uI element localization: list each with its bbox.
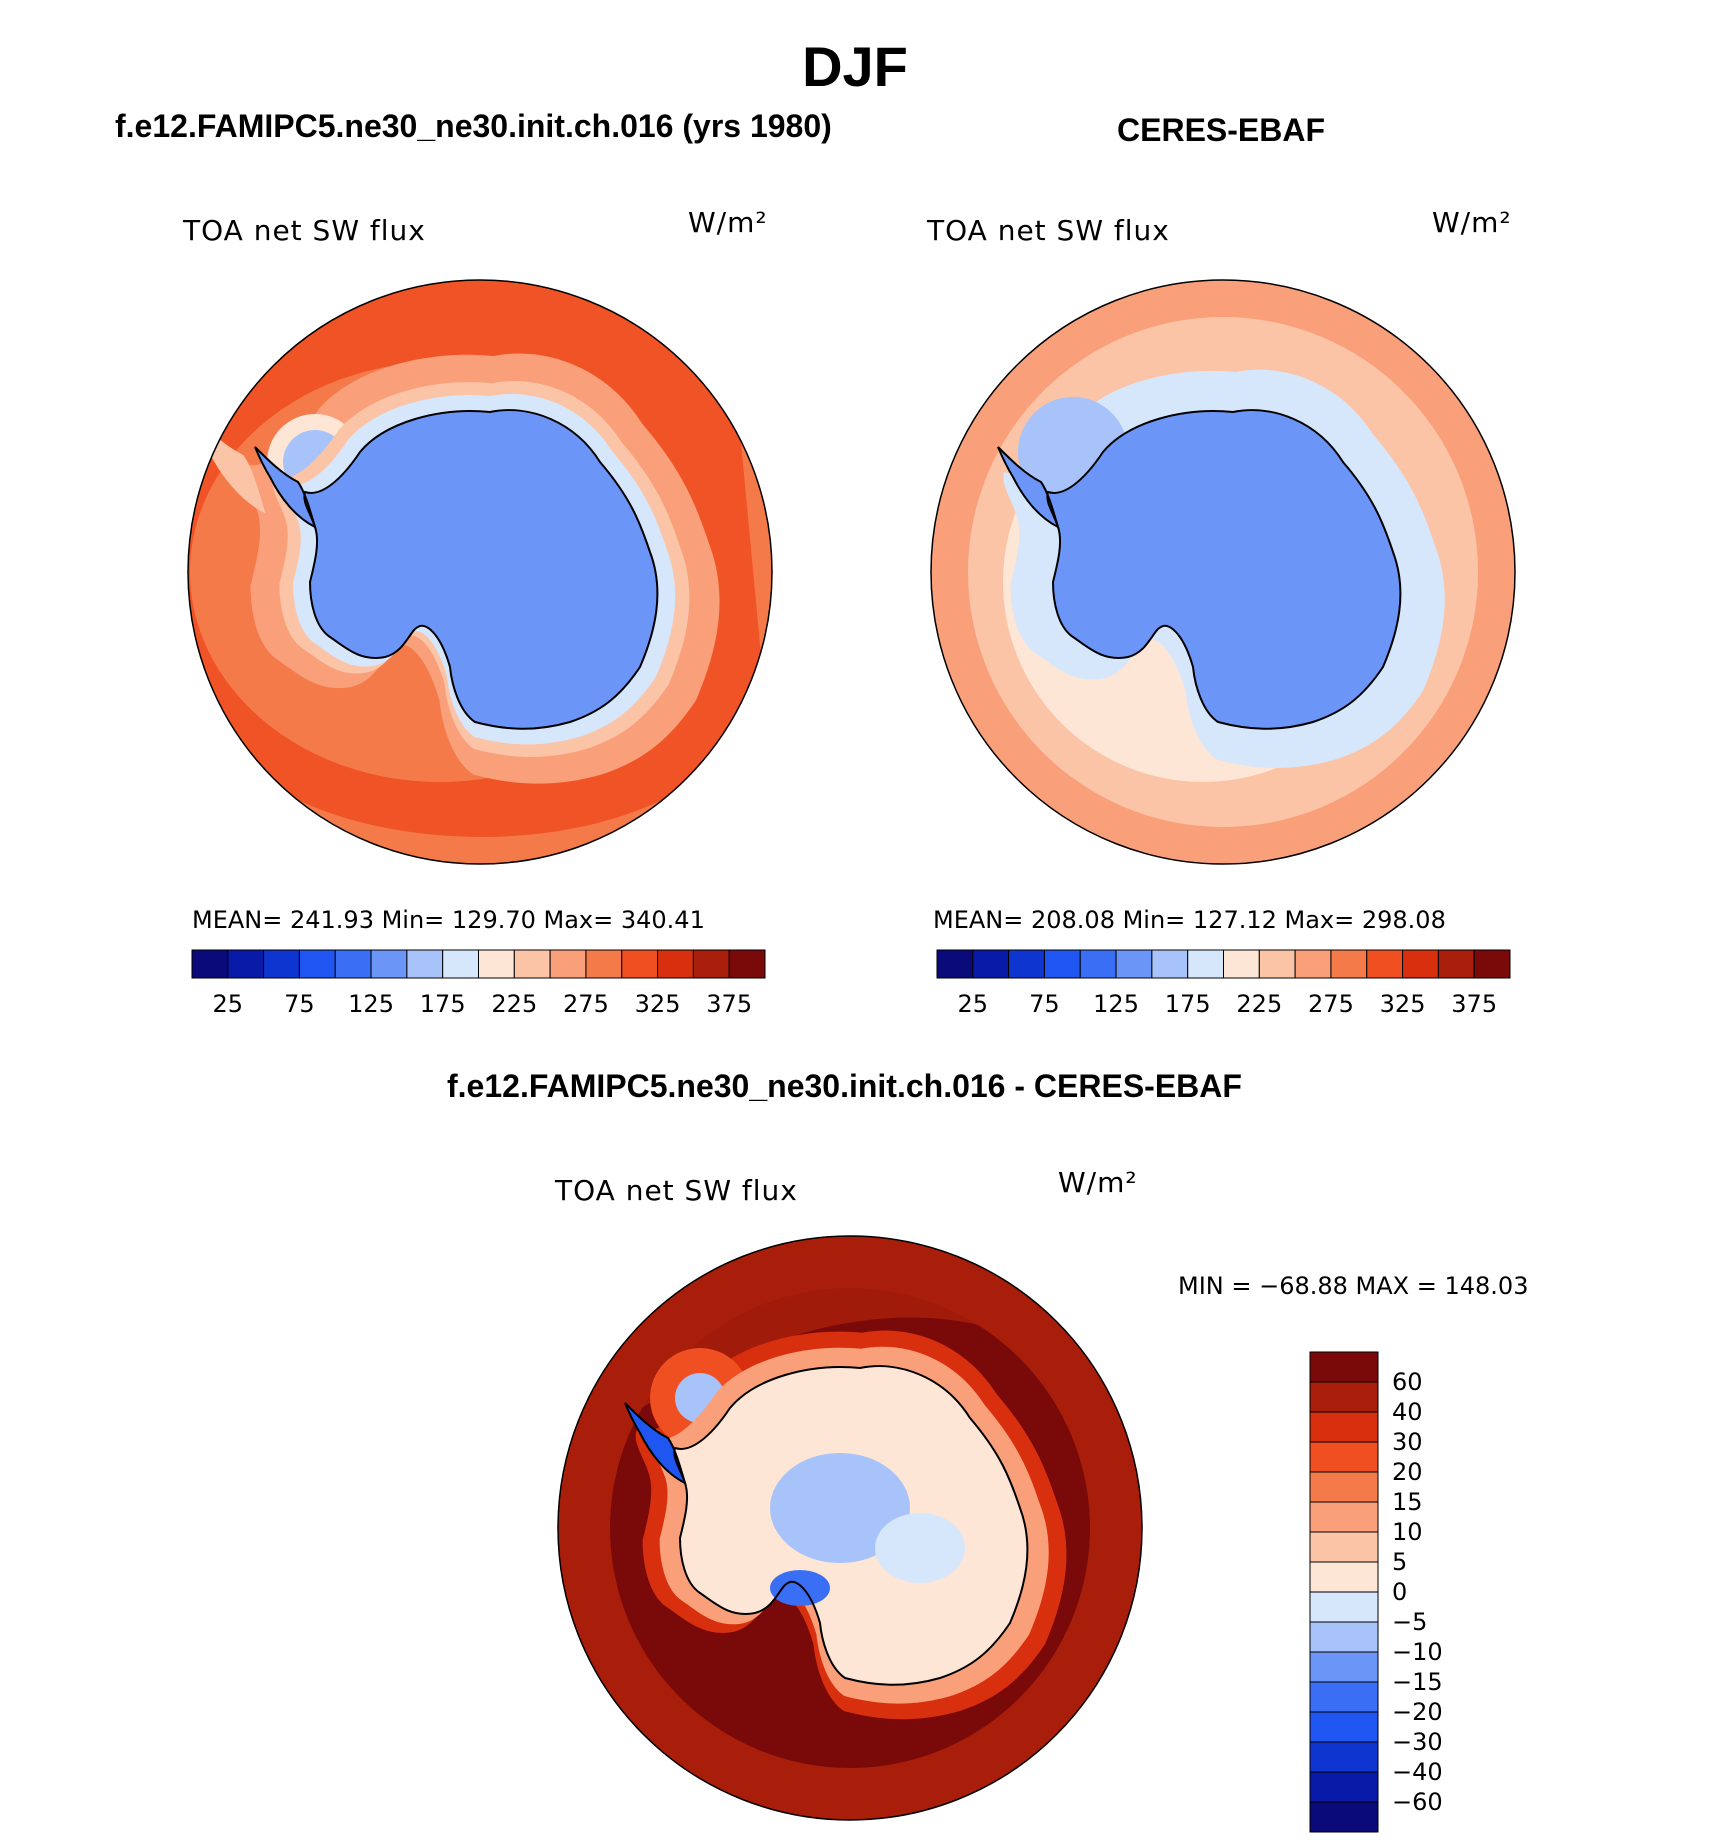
diff-colorbar-swatch (1309, 1621, 1379, 1653)
obs-colorbar-swatch (1079, 949, 1117, 979)
model-units-label: W/m² (688, 206, 768, 239)
diff-colorbar-swatch (1309, 1411, 1379, 1443)
obs-colorbar-swatch (1187, 949, 1224, 979)
model-colorbar-swatch (513, 949, 551, 979)
diff-colorbar-tick-label: 40 (1392, 1398, 1423, 1426)
obs-colorbar-swatch (1437, 949, 1475, 979)
obs-colorbar-swatch (936, 949, 974, 979)
diff-colorbar-tick-label: −30 (1392, 1728, 1443, 1756)
diff-colorbar-tick-label: −40 (1392, 1758, 1443, 1786)
diff-units-label: W/m² (1058, 1166, 1138, 1199)
diff-colorbar-swatch (1309, 1351, 1379, 1383)
obs-case-title: CERES-EBAF (1117, 112, 1326, 148)
model-case-title: f.e12.FAMIPC5.ne30_ne30.init.ch.016 (yrs… (115, 108, 832, 144)
model-colorbar-swatch (692, 949, 730, 979)
obs-colorbar-tick-label: 275 (1308, 990, 1354, 1018)
diff-variable-label: TOA net SW flux (555, 1174, 798, 1207)
diff-colorbar-swatch (1309, 1501, 1379, 1533)
model-colorbar-swatch (406, 949, 444, 979)
model-map (187, 279, 773, 865)
model-colorbar-swatch (263, 949, 300, 979)
diff-colorbar-swatch (1309, 1591, 1379, 1623)
obs-variable-label: TOA net SW flux (927, 214, 1170, 247)
diff-colorbar-tick-label: −10 (1392, 1638, 1443, 1666)
model-colorbar-swatch (191, 949, 229, 979)
diff-colorbar-tick-label: 0 (1392, 1578, 1407, 1606)
obs-stats: MEAN= 208.08 Min= 127.12 Max= 298.08 (933, 906, 1446, 934)
diff-colorbar-swatch (1309, 1381, 1379, 1413)
model-colorbar-swatch (334, 949, 372, 979)
model-colorbar-swatch (478, 949, 515, 979)
obs-colorbar-swatch (972, 949, 1010, 979)
diff-colorbar-tick-label: −20 (1392, 1698, 1443, 1726)
diff-colorbar-tick-label: 5 (1392, 1548, 1407, 1576)
obs-colorbar-tick-label: 325 (1380, 990, 1426, 1018)
obs-colorbar-swatch (1008, 949, 1045, 979)
obs-colorbar-swatch (1151, 949, 1189, 979)
model-colorbar-tick-label: 75 (284, 990, 315, 1018)
obs-colorbar-tick-label: 375 (1451, 990, 1497, 1018)
diff-colorbar-swatch (1309, 1531, 1379, 1563)
obs-map (930, 279, 1516, 865)
model-stats: MEAN= 241.93 Min= 129.70 Max= 340.41 (192, 906, 705, 934)
model-colorbar-swatch (442, 949, 479, 979)
obs-colorbar-swatch (1115, 949, 1153, 979)
model-colorbar-tick-label: 125 (348, 990, 394, 1018)
diff-colorbar-tick-label: −60 (1392, 1788, 1443, 1816)
model-colorbar-swatch (298, 949, 336, 979)
obs-colorbar-swatch (1294, 949, 1332, 979)
obs-colorbar-tick-label: 75 (1029, 990, 1060, 1018)
diff-case-title: f.e12.FAMIPC5.ne30_ne30.init.ch.016 - CE… (447, 1068, 1242, 1104)
model-colorbar-swatch (728, 949, 766, 979)
figure-title: DJF (802, 35, 908, 98)
model-colorbar-tick-label: 375 (706, 990, 752, 1018)
obs-colorbar: 25 75 125 175 225 275 325 375 (936, 949, 1511, 1018)
diff-colorbar-tick-label: 20 (1392, 1458, 1423, 1486)
obs-colorbar-swatch (1330, 949, 1368, 979)
diff-colorbar-swatch (1309, 1441, 1379, 1473)
diff-colorbar-swatch (1309, 1711, 1379, 1743)
diff-colorbar-swatch (1309, 1561, 1379, 1593)
diff-colorbar-swatch (1309, 1741, 1379, 1773)
model-colorbar-tick-label: 325 (635, 990, 681, 1018)
obs-colorbar-swatch (1258, 949, 1296, 979)
obs-colorbar-tick-label: 125 (1093, 990, 1139, 1018)
obs-colorbar-tick-label: 25 (958, 990, 989, 1018)
diff-colorbar-tick-label: −15 (1392, 1668, 1443, 1696)
model-colorbar-tick-label: 225 (491, 990, 537, 1018)
diff-colorbar-tick-label: −5 (1392, 1608, 1427, 1636)
model-variable-label: TOA net SW flux (183, 214, 426, 247)
obs-colorbar-swatch (1223, 949, 1260, 979)
obs-colorbar-swatch (1366, 949, 1404, 979)
model-colorbar-tick-label: 175 (420, 990, 466, 1018)
diff-stats: MIN = −68.88 MAX = 148.03 (1178, 1272, 1529, 1300)
obs-colorbar-swatch (1043, 949, 1081, 979)
model-colorbar-swatch (621, 949, 659, 979)
diff-colorbar-tick-label: 15 (1392, 1488, 1423, 1516)
diff-colorbar-swatch (1309, 1801, 1379, 1833)
model-colorbar-swatch (549, 949, 587, 979)
model-colorbar-swatch (585, 949, 623, 979)
diff-colorbar-swatch (1309, 1651, 1379, 1683)
model-colorbar-swatch (370, 949, 408, 979)
model-colorbar-tick-label: 275 (563, 990, 609, 1018)
diff-colorbar-swatch (1309, 1681, 1379, 1713)
diff-colorbar-tick-label: 10 (1392, 1518, 1423, 1546)
obs-units-label: W/m² (1432, 206, 1512, 239)
diff-colorbar-tick-label: 30 (1392, 1428, 1423, 1456)
obs-colorbar-tick-label: 175 (1165, 990, 1211, 1018)
diff-map (557, 1235, 1143, 1821)
diff-colorbar-swatch (1309, 1471, 1379, 1503)
obs-colorbar-swatch (1402, 949, 1439, 979)
diff-colorbar-swatch (1309, 1771, 1379, 1803)
diff-colorbar-tick-label: 60 (1392, 1368, 1423, 1396)
model-colorbar: 25 75 125 175 225 275 325 375 (191, 949, 766, 1018)
model-colorbar-tick-label: 25 (213, 990, 244, 1018)
obs-colorbar-tick-label: 225 (1236, 990, 1282, 1018)
obs-colorbar-swatch (1473, 949, 1511, 979)
model-colorbar-swatch (657, 949, 694, 979)
model-colorbar-swatch (227, 949, 265, 979)
